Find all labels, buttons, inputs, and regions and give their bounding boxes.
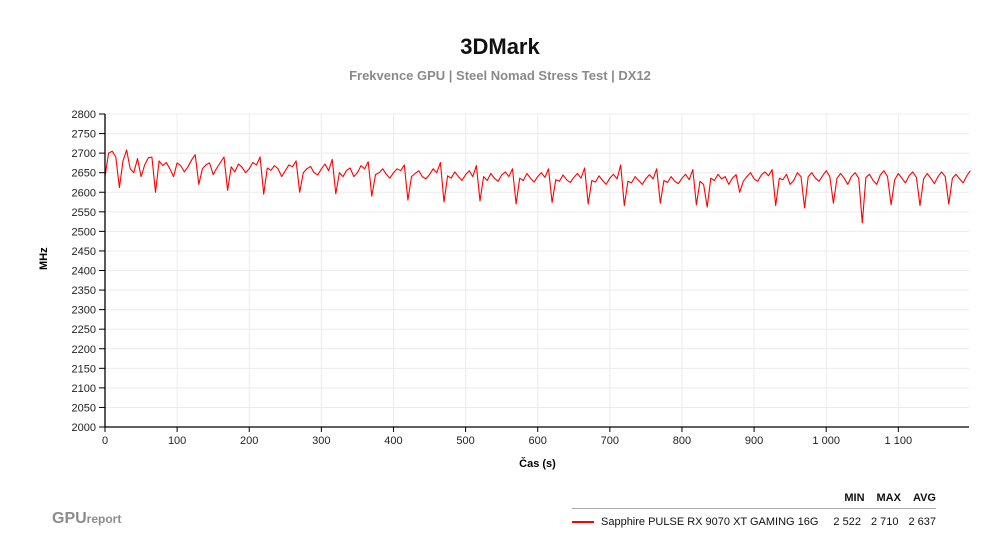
x-tick-label: 700 <box>601 435 619 447</box>
x-tick-label: 200 <box>240 435 258 447</box>
y-tick-label: 2350 <box>72 285 96 297</box>
y-tick-label: 2600 <box>72 187 96 199</box>
legend-swatch <box>572 521 594 523</box>
logo-main: GPU <box>52 510 87 527</box>
legend-header: MIN MAX AVG <box>572 492 936 509</box>
y-tick-label: 2000 <box>72 422 96 434</box>
x-tick-label: 100 <box>168 435 186 447</box>
legend-col-avg: AVG <box>912 492 936 504</box>
y-tick-label: 2250 <box>72 324 96 336</box>
logo-sub: report <box>86 512 122 526</box>
chart-subtitle: Frekvence GPU | Steel Nomad Stress Test … <box>349 68 651 83</box>
y-tick-label: 2100 <box>72 383 96 395</box>
y-tick-label: 2050 <box>72 402 96 414</box>
chart-title: 3DMark <box>460 34 540 59</box>
gpureport-logo: GPUreport <box>52 510 121 528</box>
y-tick-label: 2450 <box>72 246 96 258</box>
legend-max-value: 2 710 <box>870 516 899 528</box>
x-tick-label: 300 <box>312 435 330 447</box>
x-tick-label: 800 <box>673 435 691 447</box>
x-axis-label: Čas (s) <box>519 458 556 470</box>
x-tick-label: 500 <box>456 435 474 447</box>
y-tick-label: 2150 <box>72 363 96 375</box>
y-axis-ticks: 2000 2050 2100 2150 2200 2250 2300 2350 2400 2450… <box>72 109 105 434</box>
legend-series-name: Sapphire PULSE RX 9070 XT GAMING 16G <box>601 516 819 528</box>
x-tick-label: 400 <box>384 435 402 447</box>
legend-col-min: MIN <box>844 492 865 504</box>
legend-item: Sapphire PULSE RX 9070 XT GAMING 16G 2 5… <box>572 516 936 528</box>
y-tick-label: 2700 <box>72 148 96 160</box>
legend: MIN MAX AVG Sapphire PULSE RX 9070 XT GA… <box>572 492 936 528</box>
x-tick-label: 1 000 <box>812 435 840 447</box>
y-tick-label: 2550 <box>72 207 96 219</box>
x-tick-label: 1 100 <box>885 435 913 447</box>
y-axis-label: MHz <box>38 247 50 270</box>
y-tick-label: 2750 <box>72 129 96 141</box>
x-axis-ticks: 0 100 200 300 400 500 600 700 800 900 1 000 1 100 <box>102 427 912 447</box>
y-tick-label: 2400 <box>72 266 96 278</box>
x-tick-label: 900 <box>745 435 763 447</box>
legend-min-value: 2 522 <box>833 516 861 528</box>
y-tick-label: 2300 <box>72 305 96 317</box>
series-line-sapphire-pulse-rx-9070-xt <box>104 149 971 224</box>
y-tick-label: 2200 <box>72 344 96 356</box>
y-tick-label: 2650 <box>72 168 96 180</box>
x-tick-label: 600 <box>529 435 547 447</box>
gridlines <box>105 113 969 427</box>
y-tick-label: 2800 <box>72 109 96 121</box>
legend-avg-value: 2 637 <box>908 516 936 528</box>
y-tick-label: 2500 <box>72 226 96 238</box>
x-tick-label: 0 <box>102 435 108 447</box>
legend-col-max: MAX <box>876 492 901 504</box>
